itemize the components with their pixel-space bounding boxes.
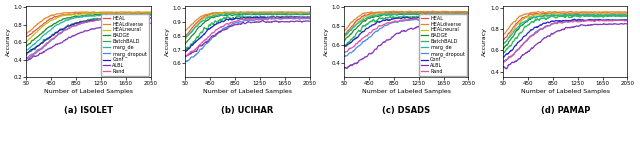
Y-axis label: Accuracy: Accuracy <box>164 27 170 56</box>
Text: (b) UCIHAR: (b) UCIHAR <box>221 106 273 115</box>
Y-axis label: Accuracy: Accuracy <box>6 27 10 56</box>
Legend: HEAL, HEALdiverse, HEALneural, BADGE, BatchBALD, marg_de, marg_dropout, Conf, AL: HEAL, HEALdiverse, HEALneural, BADGE, Ba… <box>101 14 149 76</box>
Y-axis label: Accuracy: Accuracy <box>323 27 328 56</box>
Text: (d) PAMAP: (d) PAMAP <box>541 106 590 115</box>
X-axis label: Number of Labeled Samples: Number of Labeled Samples <box>203 89 292 94</box>
Text: (a) ISOLET: (a) ISOLET <box>64 106 113 115</box>
X-axis label: Number of Labeled Samples: Number of Labeled Samples <box>521 89 610 94</box>
X-axis label: Number of Labeled Samples: Number of Labeled Samples <box>362 89 451 94</box>
Y-axis label: Accuracy: Accuracy <box>483 27 488 56</box>
X-axis label: Number of Labeled Samples: Number of Labeled Samples <box>44 89 133 94</box>
Text: (c) DSADS: (c) DSADS <box>382 106 430 115</box>
Legend: HEAL, HEALdiverse, HEALneural, BADGE, BatchBALD, marg_de, marg_dropout, Conf, AL: HEAL, HEALdiverse, HEALneural, BADGE, Ba… <box>419 14 467 76</box>
